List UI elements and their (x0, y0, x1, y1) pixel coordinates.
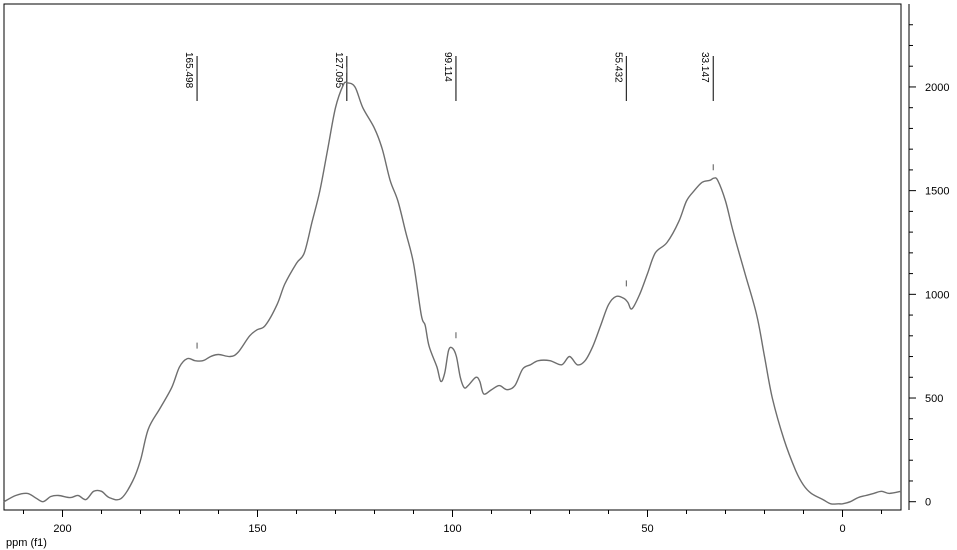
peak-label: 127.095 (333, 52, 344, 89)
x-axis-label: ppm (f1) (6, 537, 47, 549)
x-tick-label: 50 (641, 523, 653, 535)
peak-markers (196, 66, 714, 349)
y-tick-label: 1500 (925, 186, 949, 198)
x-axis: 200 150 100 50 0 (23, 510, 882, 535)
peak-labels: 165.498 127.095 99.114 55.432 33.147 (183, 52, 714, 101)
y-tick-label: 2000 (925, 82, 949, 94)
spectrum-line (3, 81, 902, 505)
peak-label: 33.147 (699, 52, 710, 83)
peak-label: 55.432 (612, 52, 623, 83)
y-tick-label: 1000 (925, 289, 949, 301)
y-tick-label: 0 (925, 497, 931, 509)
peak-label: 99.114 (442, 52, 453, 82)
peak-label: 165.498 (183, 52, 194, 89)
y-axis: 0 500 1000 1500 2000 (908, 4, 949, 510)
x-tick-label: 200 (53, 523, 71, 535)
x-tick-label: 150 (248, 523, 266, 535)
x-tick-label: 0 (839, 523, 845, 535)
x-tick-label: 100 (443, 523, 461, 535)
y-tick-label: 500 (925, 393, 943, 405)
